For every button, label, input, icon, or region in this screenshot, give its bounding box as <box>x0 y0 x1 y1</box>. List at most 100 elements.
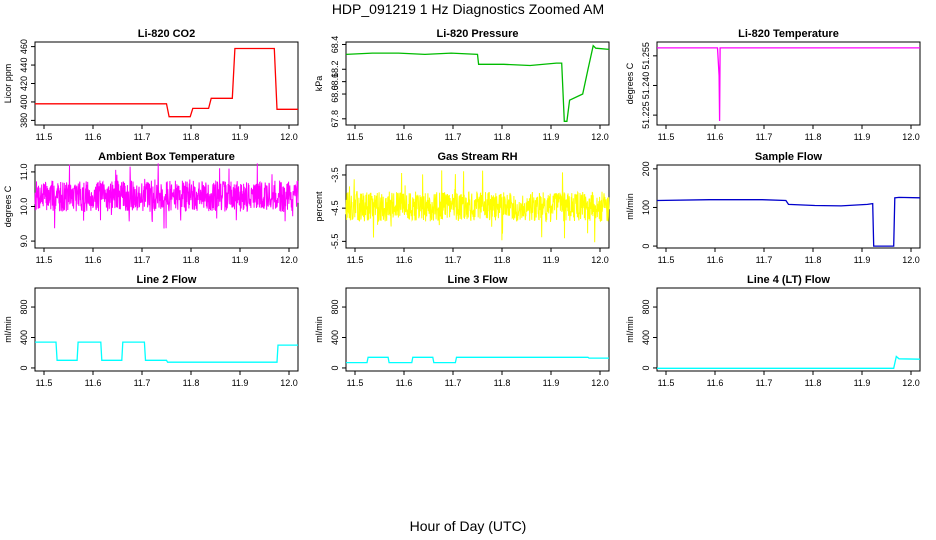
panel-3: Li-820 Temperature 11.5 11.6 11.7 11.8 11.9 12… <box>625 28 921 142</box>
x-tick-label: 11.5 <box>36 378 53 388</box>
y-tick-label: 800 <box>19 300 29 315</box>
panel-4: Ambient Box Temperature 11.5 11.6 11.7 11.8 1… <box>3 151 299 265</box>
panel-title: Line 3 Flow <box>448 274 508 286</box>
y-tick-label: 68.0 <box>330 85 340 103</box>
x-tick-label: 11.8 <box>805 132 822 142</box>
y-tick-label: 68.4 <box>330 36 340 54</box>
plot-frame <box>34 41 299 126</box>
y-tick-label: 67.8 <box>330 110 340 128</box>
x-tick-label: 11.9 <box>543 255 560 265</box>
plot-frame <box>345 287 610 372</box>
x-tick-label: 11.6 <box>707 378 724 388</box>
y-tick-label: 420 <box>19 76 29 91</box>
x-tick-label: 12.0 <box>591 132 609 142</box>
x-tick-label: 11.5 <box>347 132 364 142</box>
panel-title: Line 2 Flow <box>137 274 197 286</box>
x-tick-label: 11.5 <box>36 255 53 265</box>
x-tick-label: 12.0 <box>591 378 609 388</box>
x-axis-label: Hour of Day (UTC) <box>409 518 527 534</box>
x-tick-label: 11.7 <box>756 132 773 142</box>
x-tick-label: 11.6 <box>707 255 724 265</box>
y-tick-label: 68.1 <box>330 73 340 91</box>
series-line <box>35 47 298 118</box>
y-tick-label: 0 <box>19 365 29 370</box>
y-axis-label: Licor ppm <box>3 64 13 104</box>
y-tick-label: 800 <box>641 300 651 315</box>
y-tick-label: 380 <box>19 113 29 128</box>
plot-frame <box>34 287 299 372</box>
x-tick-label: 11.7 <box>134 378 151 388</box>
panel-title: Gas Stream RH <box>437 151 517 163</box>
panel-5: Gas Stream RH 11.5 11.6 11.7 11.8 11.9 12.0 -3.… <box>314 151 610 265</box>
y-tick-label: 10.0 <box>19 198 29 216</box>
panel-7: Line 2 Flow 11.5 11.6 11.7 11.8 11.9 12.0 0 400 8… <box>3 274 299 388</box>
x-tick-label: 11.6 <box>85 132 102 142</box>
y-axis-label: ml/min <box>314 316 324 343</box>
y-tick-label: 460 <box>19 39 29 54</box>
y-tick-label: 400 <box>330 330 340 345</box>
panel-title: Li-820 CO2 <box>138 28 195 40</box>
y-tick-label: 68.2 <box>330 60 340 78</box>
y-tick-label: 400 <box>19 94 29 109</box>
panel-6: Sample Flow 11.5 11.6 11.7 11.8 11.9 12.0 0 100 2… <box>625 151 921 265</box>
series-line <box>657 47 920 122</box>
panel-9: Line 4 (LT) Flow 11.5 11.6 11.7 11.8 11.9 12.0… <box>625 274 921 388</box>
x-tick-label: 12.0 <box>902 132 920 142</box>
x-tick-label: 12.0 <box>591 255 609 265</box>
y-tick-label: 400 <box>641 330 651 345</box>
x-tick-label: 11.9 <box>854 132 871 142</box>
plot-frame <box>656 164 921 249</box>
series-line <box>657 355 921 369</box>
y-axis-label: degrees C <box>3 185 13 227</box>
x-tick-label: 11.5 <box>347 378 364 388</box>
x-tick-label: 12.0 <box>280 378 298 388</box>
y-axis-label: ml/min <box>625 193 635 220</box>
panel-1: Li-820 CO2 11.5 11.6 11.7 11.8 11.9 12.0 380 400… <box>3 28 299 142</box>
panel-title: Li-820 Pressure <box>437 28 519 40</box>
x-tick-label: 11.8 <box>183 378 200 388</box>
x-tick-label: 11.7 <box>134 132 151 142</box>
series-line <box>34 163 299 229</box>
x-tick-label: 11.7 <box>756 255 773 265</box>
plot-frame <box>656 41 921 126</box>
y-tick-label: -3.5 <box>330 167 340 183</box>
y-tick-label: 100 <box>641 200 651 215</box>
panel-8: Line 3 Flow 11.5 11.6 11.7 11.8 11.9 12.0 0 400 8… <box>314 274 610 388</box>
x-tick-label: 11.5 <box>347 255 364 265</box>
x-tick-label: 11.6 <box>396 378 413 388</box>
x-tick-label: 11.5 <box>658 255 675 265</box>
panel-title: Sample Flow <box>755 151 823 163</box>
x-tick-label: 11.9 <box>854 378 871 388</box>
x-tick-label: 11.9 <box>854 255 871 265</box>
y-tick-label: 800 <box>330 300 340 315</box>
y-tick-label: -5.5 <box>330 234 340 250</box>
x-tick-label: 11.9 <box>232 378 249 388</box>
y-tick-label: 51.255 <box>641 42 651 70</box>
x-tick-label: 11.7 <box>756 378 773 388</box>
x-tick-label: 12.0 <box>902 378 920 388</box>
x-tick-label: 11.8 <box>494 255 511 265</box>
y-axis-label: degrees C <box>625 62 635 104</box>
x-tick-label: 11.6 <box>707 132 724 142</box>
y-tick-label: 400 <box>19 330 29 345</box>
y-axis-label: ml/min <box>3 316 13 343</box>
series-line <box>345 170 610 243</box>
series-line <box>346 356 609 364</box>
x-tick-label: 11.9 <box>232 132 249 142</box>
panel-title: Ambient Box Temperature <box>98 151 235 163</box>
figure-title: HDP_091219 1 Hz Diagnostics Zoomed AM <box>331 1 605 17</box>
panel-title: Li-820 Temperature <box>738 28 839 40</box>
y-tick-label: 0 <box>330 365 340 370</box>
x-tick-label: 11.6 <box>396 255 413 265</box>
y-axis-label: percent <box>314 191 324 222</box>
plot-frame <box>345 41 610 126</box>
x-tick-label: 11.6 <box>85 255 102 265</box>
panel-2: Li-820 Pressure 11.5 11.6 11.7 11.8 11.9 12.0 6… <box>314 28 610 142</box>
x-tick-label: 11.7 <box>134 255 151 265</box>
y-tick-label: 51.240 <box>641 72 651 100</box>
y-tick-label: 11.0 <box>19 163 29 180</box>
x-tick-label: 12.0 <box>280 132 298 142</box>
x-tick-label: 11.8 <box>183 255 200 265</box>
y-tick-label: 9.0 <box>19 235 29 248</box>
x-tick-label: 12.0 <box>280 255 298 265</box>
